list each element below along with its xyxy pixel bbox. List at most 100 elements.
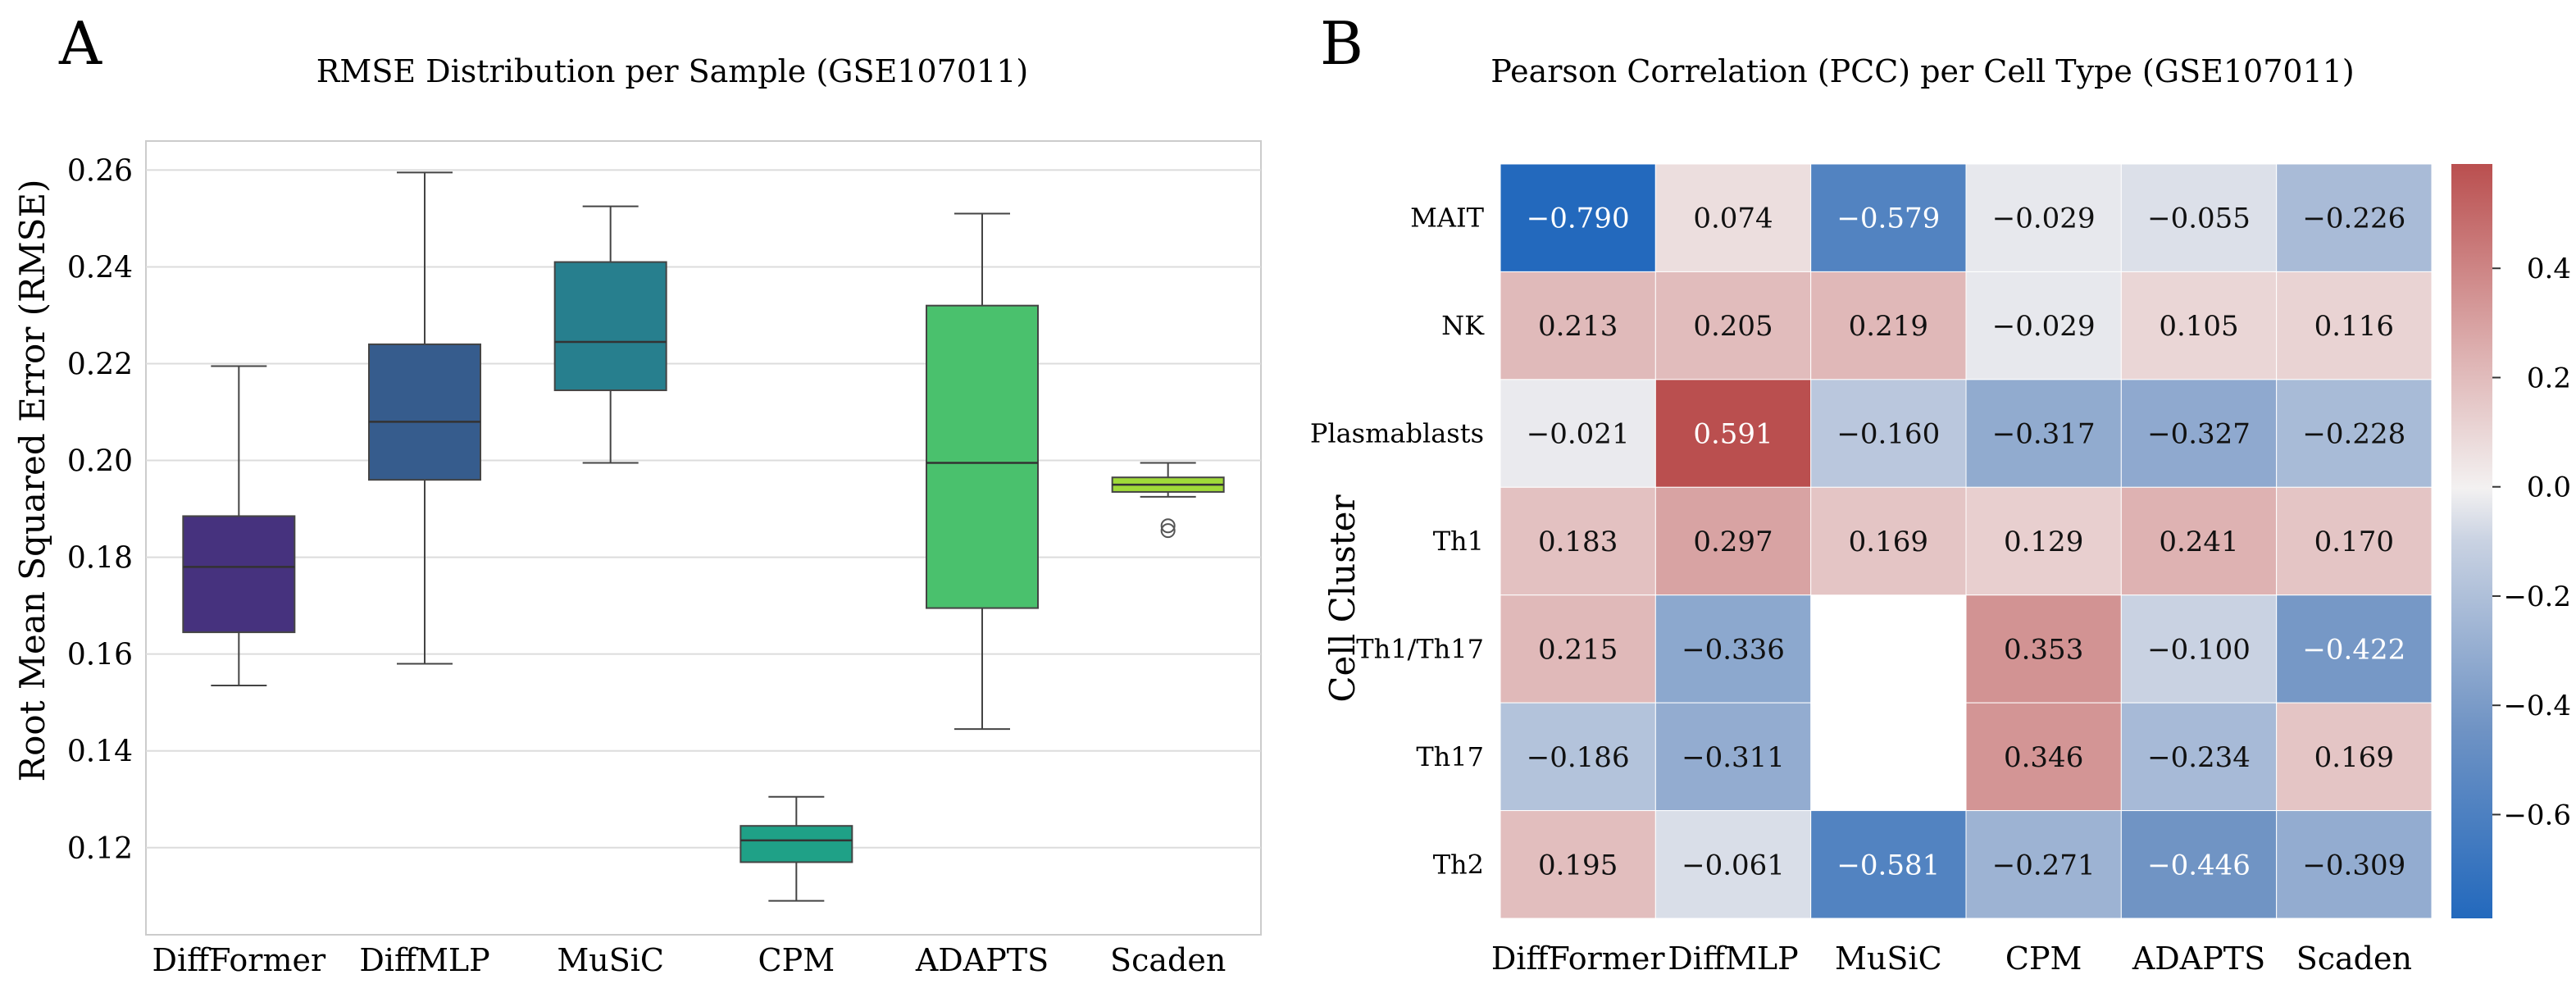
row-label: Th1/Th17 <box>1356 633 1484 664</box>
box-iqr <box>926 304 1039 609</box>
outlier-point <box>1160 518 1176 534</box>
heatmap-cell-value: 0.105 <box>2159 310 2238 343</box>
column-label: DiffMLP <box>1668 941 1798 977</box>
panel-a-boxes <box>182 171 1225 902</box>
x-tick-label: DiffFormer <box>152 942 326 978</box>
panel-b-row-labels: MAIT NK Plasmablasts Th1 Th1/Th17 Th17 Th2 <box>1310 203 1485 881</box>
row-label: Plasmablasts <box>1310 418 1484 449</box>
x-tick-label: CPM <box>758 942 835 978</box>
panel-a-gridlines <box>146 169 1261 849</box>
colorbar-ticks: 0.4 0.2 0.0 −0.2 −0.4 −0.6 <box>2492 253 2571 831</box>
heatmap-cell <box>1965 379 2122 488</box>
heatmap-cell-value: −0.226 <box>2302 203 2405 235</box>
heatmap-cell-value: −0.336 <box>1682 633 1785 666</box>
box-cpm <box>740 795 853 902</box>
heatmap-cell-value: 0.241 <box>2159 526 2238 558</box>
box-diffmlp <box>368 171 481 665</box>
heatmap-cell-value: −0.422 <box>2302 633 2405 666</box>
heatmap-cell-value: −0.311 <box>1682 741 1785 774</box>
y-tick-label: 0.20 <box>67 445 133 479</box>
heatmap-cell-value: 0.346 <box>2004 741 2083 774</box>
heatmap-cell-value: 0.213 <box>1538 310 1618 343</box>
column-label: Scaden <box>2296 941 2412 977</box>
heatmap-cell-value: −0.234 <box>2147 741 2251 774</box>
heatmap-cell <box>1654 163 1812 272</box>
heatmap-cell <box>1500 810 1656 919</box>
heatmap-cell <box>2276 163 2433 272</box>
heatmap-cell-value: −0.309 <box>2302 849 2405 881</box>
heatmap-cell-value: −0.186 <box>1527 741 1630 774</box>
heatmap-cell <box>2276 379 2433 488</box>
panel-b-ylabel: Cell Cluster <box>1322 494 1363 702</box>
panel-a: A RMSE Distribution per Sample (GSE10701… <box>12 9 1262 978</box>
y-tick-label: 0.26 <box>67 154 133 188</box>
x-tick-label: MuSiC <box>557 942 664 978</box>
heatmap-cell-value: 0.183 <box>1538 526 1618 558</box>
panel-a-x-ticks: DiffFormer DiffMLP MuSiC CPM ADAPTS Scaden <box>152 942 1227 978</box>
heatmap-cell <box>1965 810 2122 919</box>
heatmap-cell-value: −0.579 <box>1836 203 1940 235</box>
heatmap-cell <box>2276 702 2433 812</box>
colorbar-tick-label: −0.2 <box>2503 581 2571 613</box>
box-iqr <box>553 261 667 391</box>
panel-b-title: Pearson Correlation (PCC) per Cell Type … <box>1491 53 2355 89</box>
heatmap-cell <box>2120 810 2278 919</box>
heatmap-cell-value: 0.215 <box>1538 633 1618 666</box>
x-tick-label: Scaden <box>1110 942 1226 978</box>
heatmap-cell <box>1965 486 2122 596</box>
heatmap-cell <box>1654 271 1812 380</box>
y-tick-label: 0.14 <box>67 736 133 769</box>
panel-a-y-ticks: 0.12 0.14 0.16 0.18 0.20 0.22 0.24 0.26 <box>67 154 133 865</box>
panel-a-title: RMSE Distribution per Sample (GSE107011) <box>316 53 1028 89</box>
row-label: MAIT <box>1410 203 1485 234</box>
heatmap-cell-value: −0.029 <box>1992 203 2096 235</box>
heatmap-cell-value: −0.021 <box>1527 418 1630 451</box>
panel-a-label: A <box>58 9 102 78</box>
panel-b-heatmap-cells: −0.790 0.074 −0.579 −0.029 −0.055 −0.226 0.213… <box>1500 163 2433 919</box>
heatmap-cell-value: 0.074 <box>1693 203 1773 235</box>
heatmap-cell-value: 0.219 <box>1849 310 1928 343</box>
heatmap-cell-value: −0.327 <box>2147 418 2251 451</box>
row-label: Th2 <box>1433 849 1484 880</box>
heatmap-cell-value: −0.581 <box>1836 849 1940 881</box>
panel-a-plot-area <box>145 140 1262 936</box>
box-iqr <box>740 825 853 863</box>
heatmap-cell <box>1810 163 1967 272</box>
y-tick-label: 0.16 <box>67 639 133 672</box>
heatmap-cell-value: −0.055 <box>2147 203 2251 235</box>
colorbar-tick-label: 0.0 <box>2527 471 2571 504</box>
heatmap-cell-value: −0.029 <box>1992 310 2096 343</box>
y-tick-label: 0.12 <box>67 832 133 866</box>
heatmap-cell <box>1810 810 1967 919</box>
heatmap-cell-value: 0.170 <box>2314 526 2394 558</box>
box-iqr <box>182 515 296 634</box>
heatmap-cell <box>1810 486 1967 596</box>
panel-b-column-labels: DiffFormer DiffMLP MuSiC CPM ADAPTS Scaden <box>1491 941 2412 977</box>
heatmap-cell <box>2276 594 2433 704</box>
heatmap-cell-value: 0.205 <box>1693 310 1773 343</box>
heatmap-cell-value: −0.160 <box>1836 418 1940 451</box>
row-label: Th17 <box>1416 741 1484 772</box>
column-label: DiffFormer <box>1491 941 1665 977</box>
heatmap-cell-value: 0.129 <box>2004 526 2083 558</box>
column-label: CPM <box>2005 941 2082 977</box>
colorbar-tick-label: 0.4 <box>2527 253 2571 285</box>
box-music <box>553 205 667 464</box>
heatmap-cell-value: −0.317 <box>1992 418 2096 451</box>
heatmap-cell <box>1500 702 1656 812</box>
heatmap-cell <box>1500 379 1656 488</box>
heatmap-cell-value: 0.116 <box>2314 310 2394 343</box>
panel-b: B Pearson Correlation (PCC) per Cell Typ… <box>1310 9 2571 977</box>
heatmap-cell-value: −0.100 <box>2147 633 2251 666</box>
heatmap-cell <box>1500 163 1656 272</box>
colorbar-tick-label: −0.6 <box>2503 799 2571 831</box>
heatmap-cell <box>1965 594 2122 704</box>
heatmap-cell <box>2120 702 2278 812</box>
panel-b-label: B <box>1320 9 1363 78</box>
heatmap-cell <box>2276 271 2433 380</box>
heatmap-cell <box>1654 486 1812 596</box>
y-tick-label: 0.18 <box>67 542 133 576</box>
x-tick-label: DiffMLP <box>359 942 489 978</box>
heatmap-cell <box>1965 163 2122 272</box>
